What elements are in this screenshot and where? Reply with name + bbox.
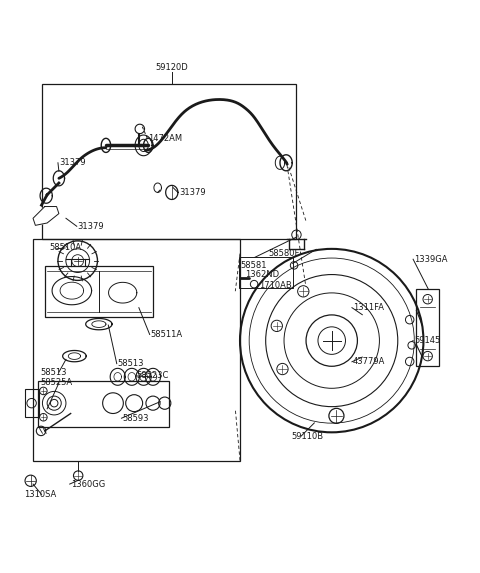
Text: 58593: 58593 [122,414,149,423]
Text: 58525A: 58525A [40,378,72,387]
Text: 58511A: 58511A [151,330,183,339]
Text: 58580F: 58580F [268,249,300,258]
Text: 1472AM: 1472AM [148,134,182,143]
Text: 43779A: 43779A [353,357,385,366]
Bar [38,380,169,427]
Bar [239,257,293,288]
Polygon shape [33,206,59,225]
Text: 58581: 58581 [240,261,266,270]
Bar [416,289,439,367]
Text: 31379: 31379 [179,188,205,197]
Text: 1311FA: 1311FA [353,303,384,312]
Text: 59120D: 59120D [156,63,188,72]
Text: 1310SA: 1310SA [24,490,56,499]
Bar [24,389,39,417]
Text: 58523C: 58523C [136,371,169,380]
Text: 58510A: 58510A [49,244,82,253]
Text: 58513: 58513 [118,359,144,368]
Text: 1362ND: 1362ND [245,270,279,279]
Text: 58513: 58513 [40,368,67,376]
Text: 31379: 31379 [78,222,104,231]
Bar [42,84,297,240]
Text: 1360GG: 1360GG [71,480,105,489]
Text: 31379: 31379 [59,158,85,167]
Text: 1339GA: 1339GA [414,255,447,264]
Text: 1710AB: 1710AB [259,281,291,289]
Bar [45,266,153,317]
Text: 59145: 59145 [414,336,440,345]
Text: 59110B: 59110B [292,431,324,441]
Bar [33,240,240,461]
